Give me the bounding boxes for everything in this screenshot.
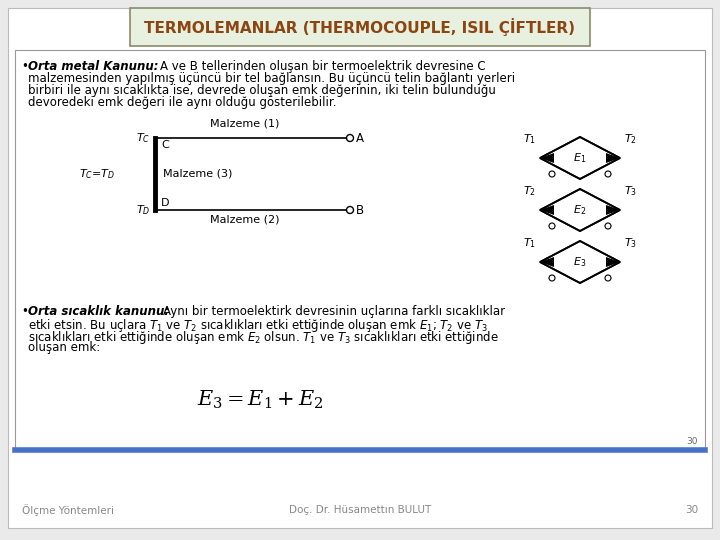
Text: sıcaklıkları etki ettiğinde oluşan emk $E_2$ olsun. $T_1$ ve $T_3$ sıcaklıkları : sıcaklıkları etki ettiğinde oluşan emk $… — [28, 329, 499, 346]
Polygon shape — [540, 241, 620, 283]
Polygon shape — [540, 257, 554, 267]
Text: D: D — [161, 198, 169, 208]
Circle shape — [549, 223, 555, 229]
Text: $T_2$: $T_2$ — [523, 184, 536, 198]
Circle shape — [346, 206, 354, 213]
Text: A: A — [356, 132, 364, 145]
FancyBboxPatch shape — [15, 50, 705, 450]
FancyBboxPatch shape — [8, 8, 712, 528]
Text: Doç. Dr. Hüsamettın BULUT: Doç. Dr. Hüsamettın BULUT — [289, 505, 431, 515]
Text: oluşan emk:: oluşan emk: — [28, 341, 100, 354]
Text: etki etsin. Bu uçlara $T_1$ ve $T_2$ sıcaklıkları etki ettiğinde oluşan emk $E_1: etki etsin. Bu uçlara $T_1$ ve $T_2$ sıc… — [28, 317, 488, 334]
Text: B: B — [356, 204, 364, 217]
Text: $T_1$: $T_1$ — [523, 132, 536, 146]
Text: Malzeme (2): Malzeme (2) — [210, 215, 280, 225]
Polygon shape — [606, 205, 620, 215]
Text: •: • — [22, 305, 32, 318]
Text: $E_3$: $E_3$ — [573, 255, 587, 269]
Polygon shape — [540, 137, 620, 179]
Circle shape — [549, 171, 555, 177]
Circle shape — [605, 275, 611, 281]
Text: Orta metal Kanunu:: Orta metal Kanunu: — [28, 60, 158, 73]
Text: Malzeme (1): Malzeme (1) — [210, 118, 279, 128]
Text: $T_D$: $T_D$ — [135, 203, 150, 217]
Text: 30: 30 — [685, 505, 698, 515]
Text: $T_2$: $T_2$ — [624, 132, 637, 146]
Text: devoredeki emk değeri ile aynı olduğu gösterilebilir.: devoredeki emk değeri ile aynı olduğu gö… — [28, 96, 336, 109]
Text: malzemesinden yapılmış üçüncü bir tel bağlansın. Bu üçüncü telin bağlantı yerler: malzemesinden yapılmış üçüncü bir tel ba… — [28, 72, 515, 85]
Text: $T_C$=$T_D$: $T_C$=$T_D$ — [78, 167, 115, 181]
Circle shape — [605, 223, 611, 229]
Circle shape — [549, 275, 555, 281]
Text: •: • — [22, 60, 32, 73]
Text: Malzeme (3): Malzeme (3) — [163, 169, 233, 179]
Polygon shape — [606, 153, 620, 163]
Text: birbiri ile aynı sıcaklıkta ise, devrede oluşan emk değerinin, iki telin bulundu: birbiri ile aynı sıcaklıkta ise, devrede… — [28, 84, 496, 97]
Circle shape — [346, 134, 354, 141]
Text: 30: 30 — [686, 437, 698, 446]
Text: $T_1$: $T_1$ — [523, 236, 536, 250]
Text: $E_1$: $E_1$ — [573, 151, 587, 165]
Polygon shape — [606, 257, 620, 267]
Polygon shape — [540, 205, 554, 215]
Text: Aynı bir termoelektirk devresinin uçlarına farklı sıcaklıklar: Aynı bir termoelektirk devresinin uçları… — [163, 305, 505, 318]
Text: $T_C$: $T_C$ — [136, 131, 150, 145]
Text: Ölçme Yöntemleri: Ölçme Yöntemleri — [22, 504, 114, 516]
Text: C: C — [161, 140, 168, 150]
FancyBboxPatch shape — [130, 8, 590, 46]
Polygon shape — [540, 189, 620, 231]
Text: Orta sıcaklık kanunu:: Orta sıcaklık kanunu: — [28, 305, 169, 318]
Text: $T_3$: $T_3$ — [624, 184, 637, 198]
Text: $E_2$: $E_2$ — [573, 203, 587, 217]
Text: $T_3$: $T_3$ — [624, 236, 637, 250]
Text: TERMOLEMANLAR (THERMOCOUPLE, ISIL ÇİFTLER): TERMOLEMANLAR (THERMOCOUPLE, ISIL ÇİFTLE… — [145, 18, 575, 36]
Polygon shape — [540, 153, 554, 163]
Circle shape — [605, 171, 611, 177]
Text: $E_3 = E_1 + E_2$: $E_3 = E_1 + E_2$ — [197, 389, 323, 411]
Text: A ve B tellerinden oluşan bir termoelektrik devresine C: A ve B tellerinden oluşan bir termoelekt… — [160, 60, 485, 73]
